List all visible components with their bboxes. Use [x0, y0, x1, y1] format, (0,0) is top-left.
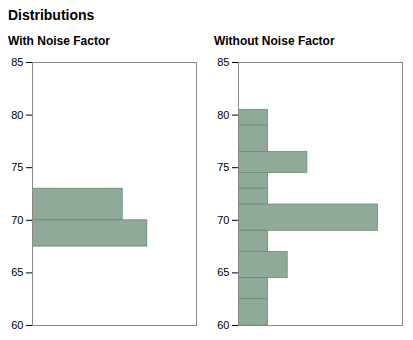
svg-text:80: 80: [11, 109, 23, 121]
svg-text:65: 65: [11, 266, 23, 278]
svg-text:60: 60: [11, 319, 23, 331]
svg-text:85: 85: [217, 56, 229, 68]
svg-text:60: 60: [217, 319, 229, 331]
html-text:Distributions: Distributions: [8, 7, 95, 23]
svg-text:85: 85: [11, 56, 23, 68]
html-text:Without Noise Factor: Without Noise Factor: [214, 34, 335, 48]
svg-text:75: 75: [11, 161, 23, 173]
html-text:With Noise Factor: With Noise Factor: [8, 34, 110, 48]
svg-text:70: 70: [11, 214, 23, 226]
svg-text:65: 65: [217, 266, 229, 278]
svg-text:70: 70: [217, 214, 229, 226]
svg-text:80: 80: [217, 109, 229, 121]
svg-text:75: 75: [217, 161, 229, 173]
